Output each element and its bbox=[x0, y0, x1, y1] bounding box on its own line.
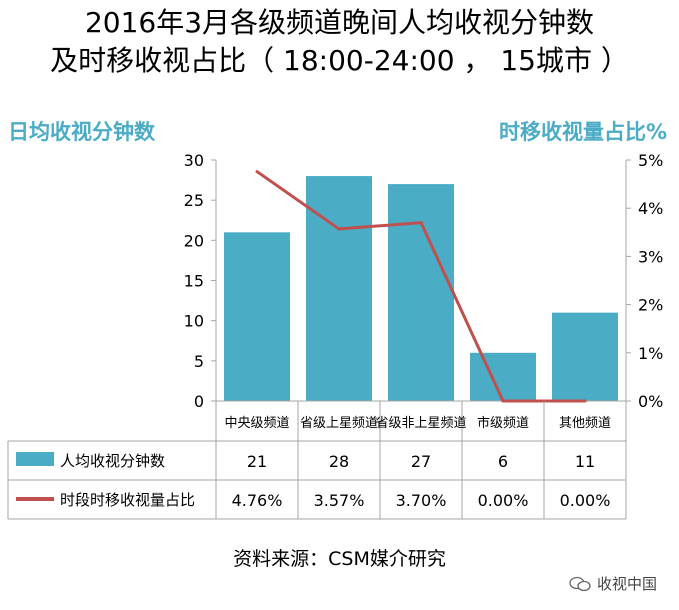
right-axis-tick-label: 3% bbox=[638, 247, 663, 266]
bar-市级频道 bbox=[470, 352, 536, 401]
right-axis-tick-label: 5% bbox=[638, 151, 663, 170]
table-value-bar: 27 bbox=[411, 452, 431, 471]
x-axis-tick-label: 省级非上星频道 bbox=[375, 416, 466, 431]
table-value-bar: 28 bbox=[329, 452, 349, 471]
watermark: 收视中国 bbox=[569, 573, 657, 594]
left-axis-title: 日均收视分钟数 bbox=[8, 120, 156, 144]
right-axis-tick-label: 2% bbox=[638, 296, 663, 315]
left-axis-tick-label: 30 bbox=[184, 151, 204, 170]
table-value-line: 4.76% bbox=[232, 491, 283, 510]
bar-省级非上星频道 bbox=[388, 184, 454, 401]
line-point bbox=[583, 399, 587, 403]
table-value-line: 0.00% bbox=[560, 491, 611, 510]
left-axis-tick-label: 15 bbox=[184, 272, 204, 291]
wechat-icon bbox=[569, 576, 591, 591]
chart-title-line2: 及时移收视占比（ 18:00-24:00 ， 15城市 ） bbox=[50, 44, 629, 77]
line-point bbox=[501, 399, 505, 403]
table-value-line: 3.57% bbox=[314, 491, 365, 510]
bar-中央级频道 bbox=[224, 232, 290, 401]
left-axis-tick-label: 0 bbox=[194, 392, 204, 411]
left-axis-tick-label: 20 bbox=[184, 231, 204, 250]
left-axis-tick-label: 5 bbox=[194, 352, 204, 371]
bar-其他频道 bbox=[552, 312, 618, 401]
legend-label-bar: 人均收视分钟数 bbox=[60, 452, 165, 470]
chart-area: 日均收视分钟数 时移收视量占比% 0 5 10 15 20 25 30 0% 1% 2% 3% 4% 5% 中… bbox=[7, 120, 667, 520]
line-point bbox=[255, 170, 259, 174]
source-note: 资料来源：CSM媒介研究 bbox=[233, 548, 446, 570]
x-axis-tick-label: 中央级频道 bbox=[224, 416, 289, 431]
right-axis-tick-label: 0% bbox=[638, 392, 663, 411]
chart-title-line1: 2016年3月各级频道晚间人均收视分钟数 bbox=[84, 6, 595, 39]
right-axis-tick-label: 4% bbox=[638, 199, 663, 218]
table-value-line: 3.70% bbox=[396, 491, 447, 510]
left-axis-tick-label: 10 bbox=[184, 312, 204, 331]
line-point bbox=[337, 227, 341, 231]
table-value-bar: 6 bbox=[498, 452, 508, 471]
x-axis-tick-label: 省级上星频道 bbox=[300, 416, 378, 431]
legend-label-line: 时段时移收视量占比 bbox=[60, 491, 195, 509]
x-axis-tick-label: 其他频道 bbox=[559, 416, 611, 431]
table-value-bar: 21 bbox=[247, 452, 267, 471]
bar-省级上星频道 bbox=[306, 176, 372, 401]
right-axis-tick-label: 1% bbox=[638, 344, 663, 363]
left-axis-tick-label: 25 bbox=[184, 191, 204, 210]
table-value-bar: 11 bbox=[575, 452, 595, 471]
line-point bbox=[419, 221, 423, 225]
x-axis-tick-label: 市级频道 bbox=[477, 415, 529, 431]
table-value-line: 0.00% bbox=[478, 491, 529, 510]
legend-swatch-bar bbox=[16, 452, 54, 466]
watermark-text: 收视中国 bbox=[596, 575, 657, 593]
right-axis-title: 时移收视量占比% bbox=[499, 120, 667, 144]
